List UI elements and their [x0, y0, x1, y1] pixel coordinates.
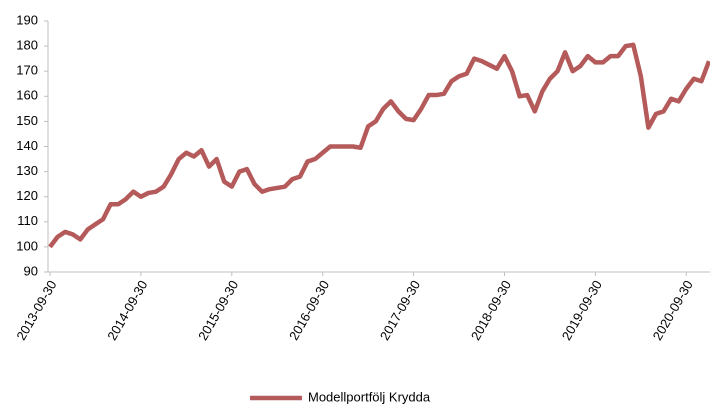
x-tick-label: 2017-09-30	[377, 278, 423, 343]
legend-label: Modellportfölj Krydda	[308, 389, 431, 404]
y-tick-label: 170	[16, 63, 38, 78]
series-line	[48, 42, 710, 249]
y-tick-label: 90	[24, 263, 38, 278]
y-tick-label: 190	[16, 12, 38, 27]
x-tick-label: 2014-09-30	[104, 278, 150, 343]
y-tick-label: 180	[16, 38, 38, 53]
y-tick-label: 160	[16, 88, 38, 103]
x-tick-label: 2013-09-30	[13, 278, 59, 343]
x-tick-label: 2019-09-30	[559, 278, 605, 343]
x-tick-label: 2015-09-30	[195, 278, 241, 343]
y-tick-label: 140	[16, 138, 38, 153]
y-tick-label: 110	[17, 213, 38, 228]
x-tick-label: 2018-09-30	[468, 278, 514, 343]
x-tick-label: 2016-09-30	[286, 278, 332, 343]
y-tick-label: 100	[16, 238, 38, 253]
y-tick-label: 130	[16, 163, 38, 178]
x-tick-label: 2020-09-30	[650, 278, 696, 343]
y-tick-label: 120	[16, 188, 38, 203]
y-tick-label: 150	[16, 113, 38, 128]
